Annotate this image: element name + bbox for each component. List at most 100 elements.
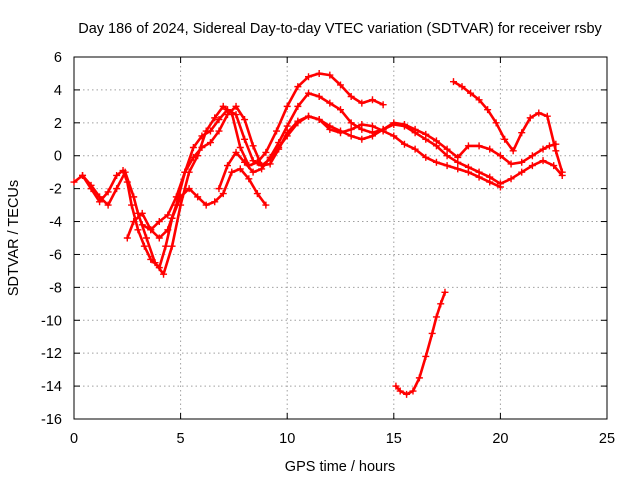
data-point xyxy=(315,116,323,124)
series-layer xyxy=(70,69,566,398)
y-tick-label: 4 xyxy=(54,83,62,99)
data-point xyxy=(528,162,536,170)
data-point xyxy=(449,78,457,86)
data-point xyxy=(411,145,419,153)
data-point xyxy=(368,122,376,130)
data-point xyxy=(390,119,398,127)
data-point xyxy=(486,173,494,181)
data-point xyxy=(358,135,366,143)
series-track-d xyxy=(138,102,566,234)
data-point xyxy=(409,387,417,395)
data-point xyxy=(437,300,445,308)
data-point xyxy=(219,102,227,110)
y-tick-label: -10 xyxy=(41,313,62,329)
data-point xyxy=(104,201,112,209)
data-point xyxy=(147,226,155,234)
series-line xyxy=(452,80,564,174)
data-point xyxy=(326,122,334,130)
data-point xyxy=(392,382,400,390)
data-point xyxy=(484,106,492,114)
x-tick-label: 25 xyxy=(599,431,615,447)
data-point xyxy=(232,111,240,119)
data-point xyxy=(232,148,240,156)
data-point xyxy=(294,102,302,110)
data-point xyxy=(539,145,547,153)
data-point xyxy=(138,221,146,229)
data-point xyxy=(458,83,466,91)
y-tick-label: -2 xyxy=(49,182,62,198)
plot-frame xyxy=(73,56,608,420)
y-tick-label: -12 xyxy=(41,346,62,362)
data-point xyxy=(215,185,223,193)
x-tick-label: 0 xyxy=(70,431,78,447)
data-point xyxy=(422,153,430,161)
series-line xyxy=(72,167,268,269)
data-point xyxy=(294,83,302,91)
data-point xyxy=(475,142,483,150)
y-tick-label: 2 xyxy=(54,116,62,132)
data-point xyxy=(347,119,355,127)
data-point xyxy=(543,112,551,120)
data-point xyxy=(422,130,430,138)
data-point xyxy=(70,178,78,186)
data-point xyxy=(245,175,253,183)
data-point xyxy=(79,171,87,179)
data-point xyxy=(528,152,536,160)
data-point xyxy=(241,116,249,124)
y-tick-label: -14 xyxy=(41,379,62,395)
data-point xyxy=(266,153,274,161)
data-point xyxy=(228,168,236,176)
data-point xyxy=(552,147,560,155)
data-point xyxy=(347,125,355,133)
y-tick-label: -8 xyxy=(49,280,62,296)
data-point xyxy=(249,168,257,176)
data-point xyxy=(441,288,449,296)
data-point xyxy=(258,165,266,173)
y-tick-label: 0 xyxy=(54,149,62,165)
data-point xyxy=(507,175,515,183)
x-tick-label: 15 xyxy=(386,431,402,447)
data-point xyxy=(518,129,526,137)
data-point xyxy=(134,226,142,234)
data-point xyxy=(104,188,112,196)
data-point xyxy=(379,101,387,109)
data-point xyxy=(443,162,451,170)
data-point xyxy=(241,135,249,143)
data-point xyxy=(96,193,104,201)
data-point xyxy=(535,109,543,117)
data-point xyxy=(172,193,180,201)
data-point xyxy=(262,201,270,209)
data-point xyxy=(358,125,366,133)
data-point xyxy=(464,163,472,171)
data-point xyxy=(443,145,451,153)
data-point xyxy=(253,190,261,198)
y-tick-label: -16 xyxy=(41,412,62,428)
data-point xyxy=(181,168,189,176)
data-point xyxy=(138,209,146,217)
chart-title: Day 186 of 2024, Sidereal Day-to-day VTE… xyxy=(78,21,602,37)
series-line xyxy=(394,290,447,396)
data-point xyxy=(432,158,440,166)
data-point xyxy=(475,96,483,104)
data-point xyxy=(432,137,440,145)
axis-ticks: 0 5 10 15 20 25 -16 -14 -12 -10 -8 -6 -4 -2 0 2 4 6 xyxy=(41,50,615,447)
data-point xyxy=(305,112,313,120)
data-point xyxy=(130,218,138,226)
data-point xyxy=(198,132,206,140)
series-line xyxy=(81,72,385,276)
series-track-f xyxy=(449,78,566,176)
data-point xyxy=(164,226,172,234)
data-point xyxy=(211,114,219,122)
data-point xyxy=(518,168,526,176)
data-point xyxy=(347,132,355,140)
data-point xyxy=(236,144,244,151)
data-point xyxy=(273,127,281,135)
data-point xyxy=(454,165,462,173)
data-point xyxy=(224,111,232,119)
data-point xyxy=(501,135,509,143)
data-point xyxy=(155,234,163,242)
data-point xyxy=(507,160,515,168)
data-point xyxy=(206,139,214,147)
data-point xyxy=(492,119,500,127)
data-point xyxy=(113,185,121,193)
